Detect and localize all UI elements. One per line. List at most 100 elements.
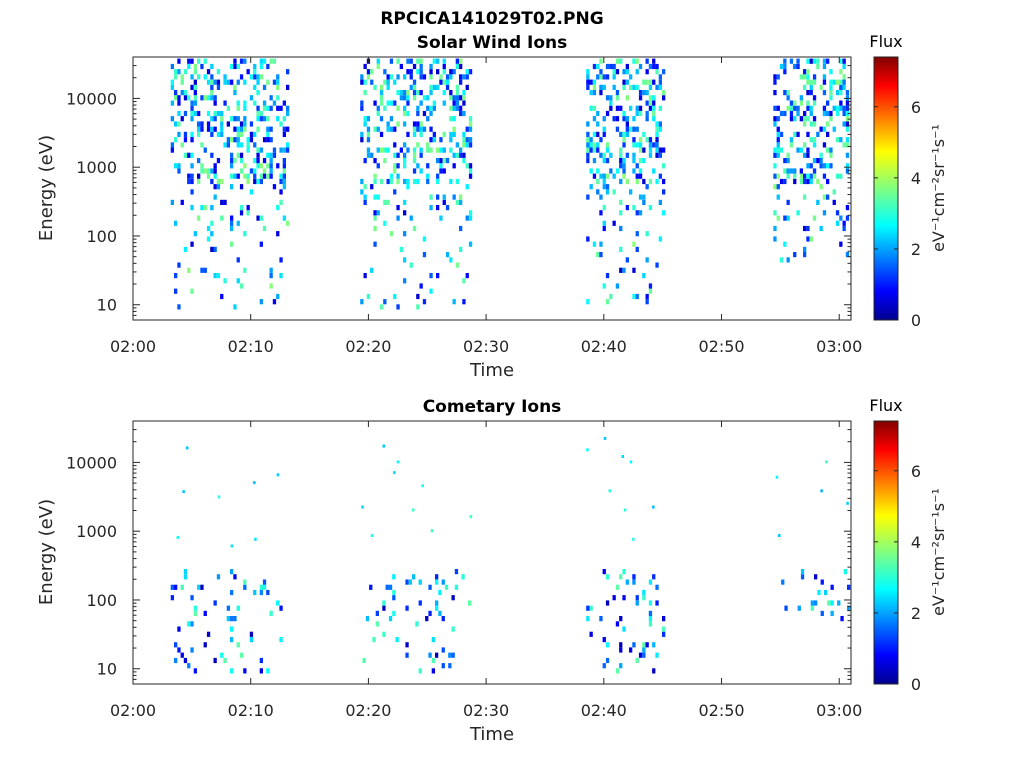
heatmap-cell — [213, 194, 217, 200]
heatmap-cell — [403, 163, 407, 169]
heatmap-cell — [455, 262, 459, 268]
heatmap-cell — [253, 589, 257, 596]
heatmap-cell — [648, 178, 653, 185]
heatmap-cell — [826, 110, 830, 117]
heatmap-cell — [429, 110, 433, 117]
heatmap-cell — [429, 194, 433, 200]
heatmap-cell — [635, 173, 639, 179]
heatmap-cell — [454, 584, 459, 590]
heatmap-cell — [405, 579, 409, 585]
heatmap-cell — [806, 58, 810, 64]
heatmap-cell — [806, 178, 810, 185]
heatmap-cell — [213, 657, 217, 664]
heatmap-cell — [197, 178, 201, 185]
heatmap-cell — [272, 147, 277, 153]
heatmap-cell — [412, 84, 417, 90]
heatmap-cell — [230, 589, 234, 596]
heatmap-cell — [840, 616, 844, 622]
heatmap-cell — [465, 126, 469, 132]
heatmap-cell — [809, 178, 813, 185]
heatmap-cell — [272, 100, 277, 106]
heatmap-cell — [177, 168, 181, 174]
heatmap-cell — [648, 79, 653, 85]
heatmap-cell — [230, 626, 234, 632]
heatmap-cell — [812, 100, 817, 106]
heatmap-cell — [174, 657, 178, 664]
heatmap-cell — [177, 69, 181, 75]
heatmap-cell — [431, 637, 435, 643]
heatmap-cell — [793, 116, 797, 122]
heatmap-cell — [635, 600, 639, 606]
heatmap-cell — [459, 110, 463, 117]
heatmap-cell — [190, 84, 194, 90]
heatmap-cell — [468, 142, 473, 148]
heatmap-cell — [632, 241, 636, 247]
heatmap-cell — [451, 595, 455, 601]
heatmap-cell — [829, 95, 833, 101]
heatmap-cell — [832, 126, 836, 132]
heatmap-cell — [197, 173, 201, 179]
heatmap-cell — [282, 168, 286, 174]
heatmap-cell — [253, 168, 257, 174]
heatmap-cell — [773, 121, 777, 127]
heatmap-cell — [269, 173, 273, 179]
heatmap-cell — [783, 215, 787, 221]
heatmap-cell — [363, 116, 367, 122]
heatmap-cell — [366, 74, 371, 80]
heatmap-cell — [436, 69, 440, 75]
heatmap-cell — [399, 246, 403, 252]
heatmap-cell — [468, 241, 473, 247]
heatmap-cell — [599, 194, 603, 200]
heatmap-cell — [632, 267, 636, 273]
x-tick-label: 03:00 — [816, 337, 862, 356]
heatmap-cell — [436, 84, 440, 90]
heatmap-cell — [272, 299, 277, 305]
heatmap-cell — [602, 184, 606, 190]
solar-wind-axes: 02:00 02:10 02:20 02:30 02:40 02:50 03:00 10 100… — [66, 56, 862, 356]
heatmap-cell — [793, 173, 797, 179]
heatmap-cell — [602, 131, 606, 137]
heatmap-cell — [605, 299, 610, 305]
heatmap-cell — [845, 152, 850, 158]
heatmap-cell — [452, 126, 456, 132]
heatmap-cell — [266, 668, 270, 674]
x-tick-label: 02:00 — [110, 337, 156, 356]
heatmap-cell — [602, 663, 606, 669]
heatmap-cell — [658, 236, 662, 242]
heatmap-cell — [286, 220, 290, 226]
heatmap-cell — [203, 95, 207, 101]
heatmap-cell — [615, 95, 620, 101]
heatmap-cell — [652, 142, 656, 148]
heatmap-cell — [776, 105, 780, 111]
heatmap-cell — [812, 158, 817, 164]
heatmap-cell — [638, 90, 643, 96]
heatmap-cell — [403, 199, 407, 205]
heatmap-cell — [429, 288, 433, 294]
heatmap-cell — [809, 236, 813, 242]
heatmap-cell — [592, 142, 597, 148]
heatmap-cell — [418, 600, 422, 606]
x-tick-label: 02:20 — [345, 337, 391, 356]
heatmap-cell — [592, 158, 597, 164]
heatmap-cell — [462, 299, 466, 305]
heatmap-cell — [422, 126, 427, 132]
heatmap-cell — [403, 231, 407, 237]
heatmap-cell — [779, 131, 784, 137]
heatmap-cell — [422, 299, 427, 305]
heatmap-cell — [406, 69, 410, 75]
heatmap-cell — [625, 63, 629, 70]
heatmap-cell — [449, 116, 453, 122]
y-tick-label: 100 — [86, 591, 117, 610]
heatmap-cell — [419, 152, 423, 158]
heatmap-cell — [632, 137, 636, 143]
heatmap-cell — [382, 600, 386, 606]
heatmap-cell — [395, 637, 399, 643]
heatmap-cell — [622, 116, 626, 122]
heatmap-cell — [806, 100, 810, 106]
heatmap-cell — [655, 84, 659, 90]
heatmap-cell — [599, 58, 603, 64]
heatmap-cell — [416, 293, 420, 300]
heatmap-cell — [213, 95, 217, 101]
heatmap-cell — [612, 189, 616, 195]
heatmap-cell — [842, 142, 846, 148]
